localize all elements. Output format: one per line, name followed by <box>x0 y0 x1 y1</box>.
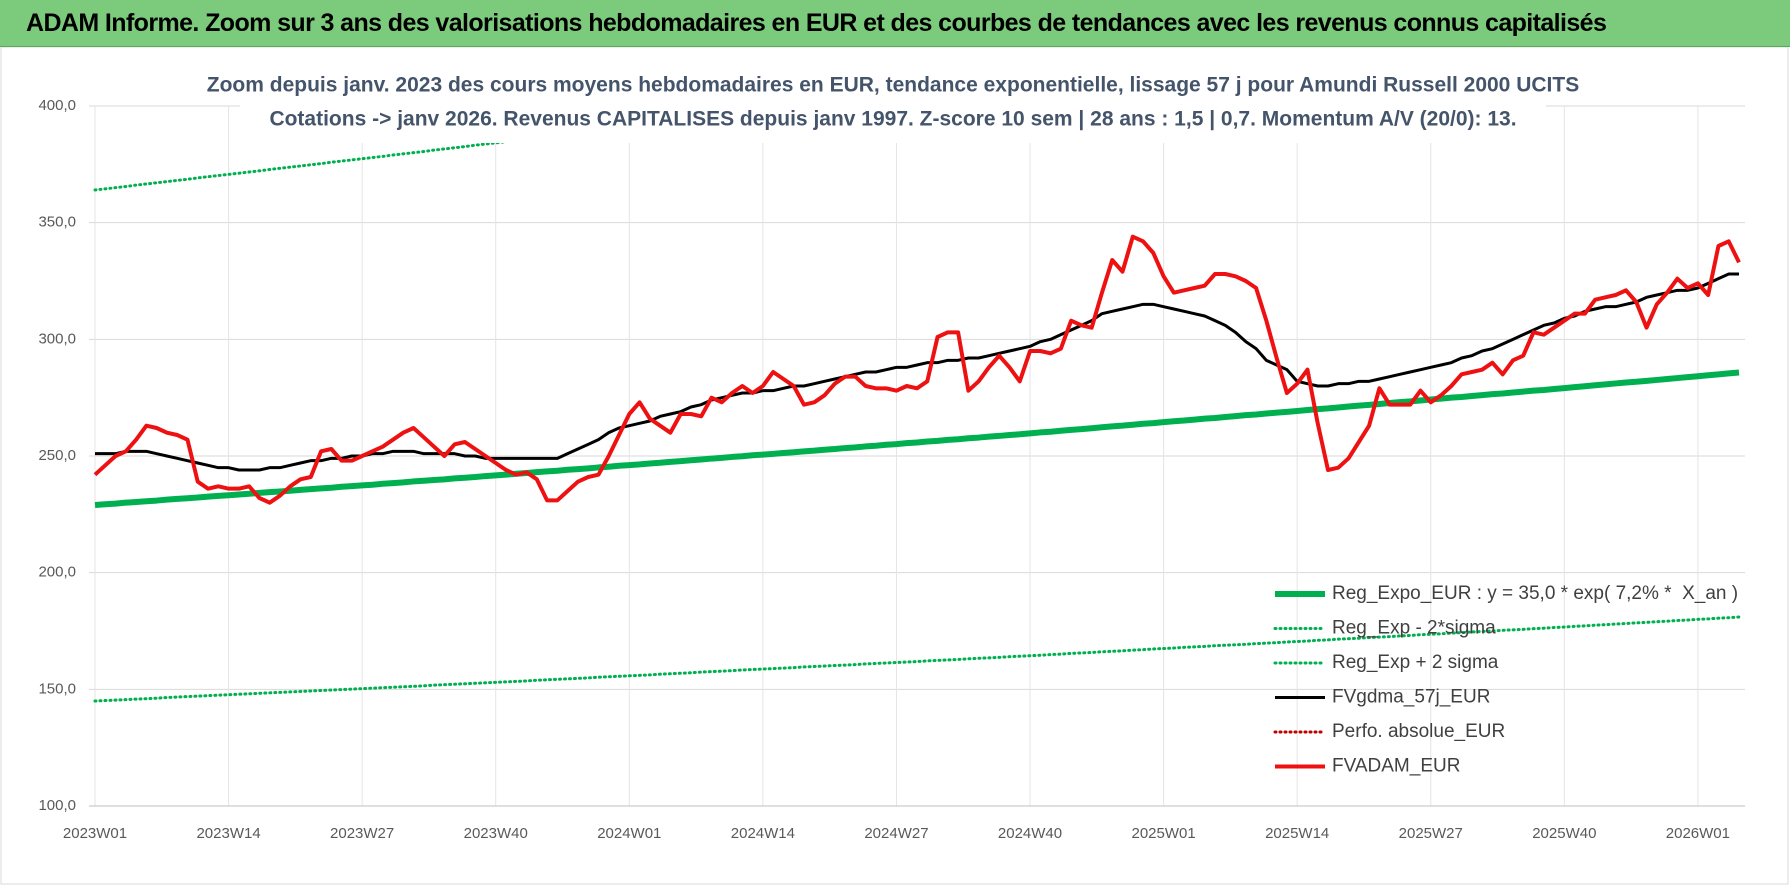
x-tick-label: 2025W27 <box>1399 825 1463 842</box>
header-bar: ADAM Informe. Zoom sur 3 ans des valoris… <box>0 0 1790 47</box>
y-tick-label: 200,0 <box>38 564 76 581</box>
plot-area <box>93 106 1741 703</box>
legend-label: FVgdma_57j_EUR <box>1332 687 1490 708</box>
x-tick-label: 2025W40 <box>1532 825 1596 842</box>
x-tick-label: 2025W01 <box>1131 825 1195 842</box>
x-tick-label: 2024W14 <box>731 825 795 842</box>
y-tick-label: 350,0 <box>38 214 76 231</box>
series-line <box>93 234 1741 505</box>
x-tick-label: 2023W14 <box>196 825 260 842</box>
legend-label: Reg_Exp - 2*sigma <box>1332 618 1496 639</box>
y-tick-label: 100,0 <box>38 797 76 814</box>
x-tick-label: 2023W40 <box>464 825 528 842</box>
y-tick-label: 300,0 <box>38 330 76 347</box>
y-tick-label: 400,0 <box>38 97 76 114</box>
x-tick-label: 2026W01 <box>1666 825 1730 842</box>
title-box <box>240 67 1546 143</box>
chart-title: Zoom depuis janv. 2023 des cours moyens … <box>207 74 1579 97</box>
x-tick-label: 2023W01 <box>63 825 127 842</box>
y-tick-label: 150,0 <box>38 680 76 697</box>
x-tick-label: 2023W27 <box>330 825 394 842</box>
legend-label: Reg_Exp + 2 sigma <box>1332 652 1499 673</box>
series-line <box>93 615 1741 703</box>
chart: 100,0 150,0 200,0 250,0 300,0 350,0 400,0 2023W… <box>0 47 1789 885</box>
chart-title: Cotations -> janv 2026. Revenus CAPITALI… <box>269 108 1516 131</box>
x-tick-label: 2024W40 <box>998 825 1062 842</box>
y-tick-label: 250,0 <box>38 447 76 464</box>
series-line <box>94 369 1740 508</box>
series-line <box>93 106 807 192</box>
chart-border <box>0 47 1789 885</box>
x-tick-label: 2024W01 <box>597 825 661 842</box>
x-tick-label: 2024W27 <box>864 825 928 842</box>
legend-label: FVADAM_EUR <box>1332 756 1460 777</box>
legend-label: Perfo. absolue_EUR <box>1332 721 1505 742</box>
x-tick-label: 2025W14 <box>1265 825 1329 842</box>
legend-label: Reg_Expo_EUR : y = 35,0 * exp( 7,2% * X_… <box>1332 583 1738 604</box>
header-title: ADAM Informe. Zoom sur 3 ans des valoris… <box>26 9 1607 37</box>
